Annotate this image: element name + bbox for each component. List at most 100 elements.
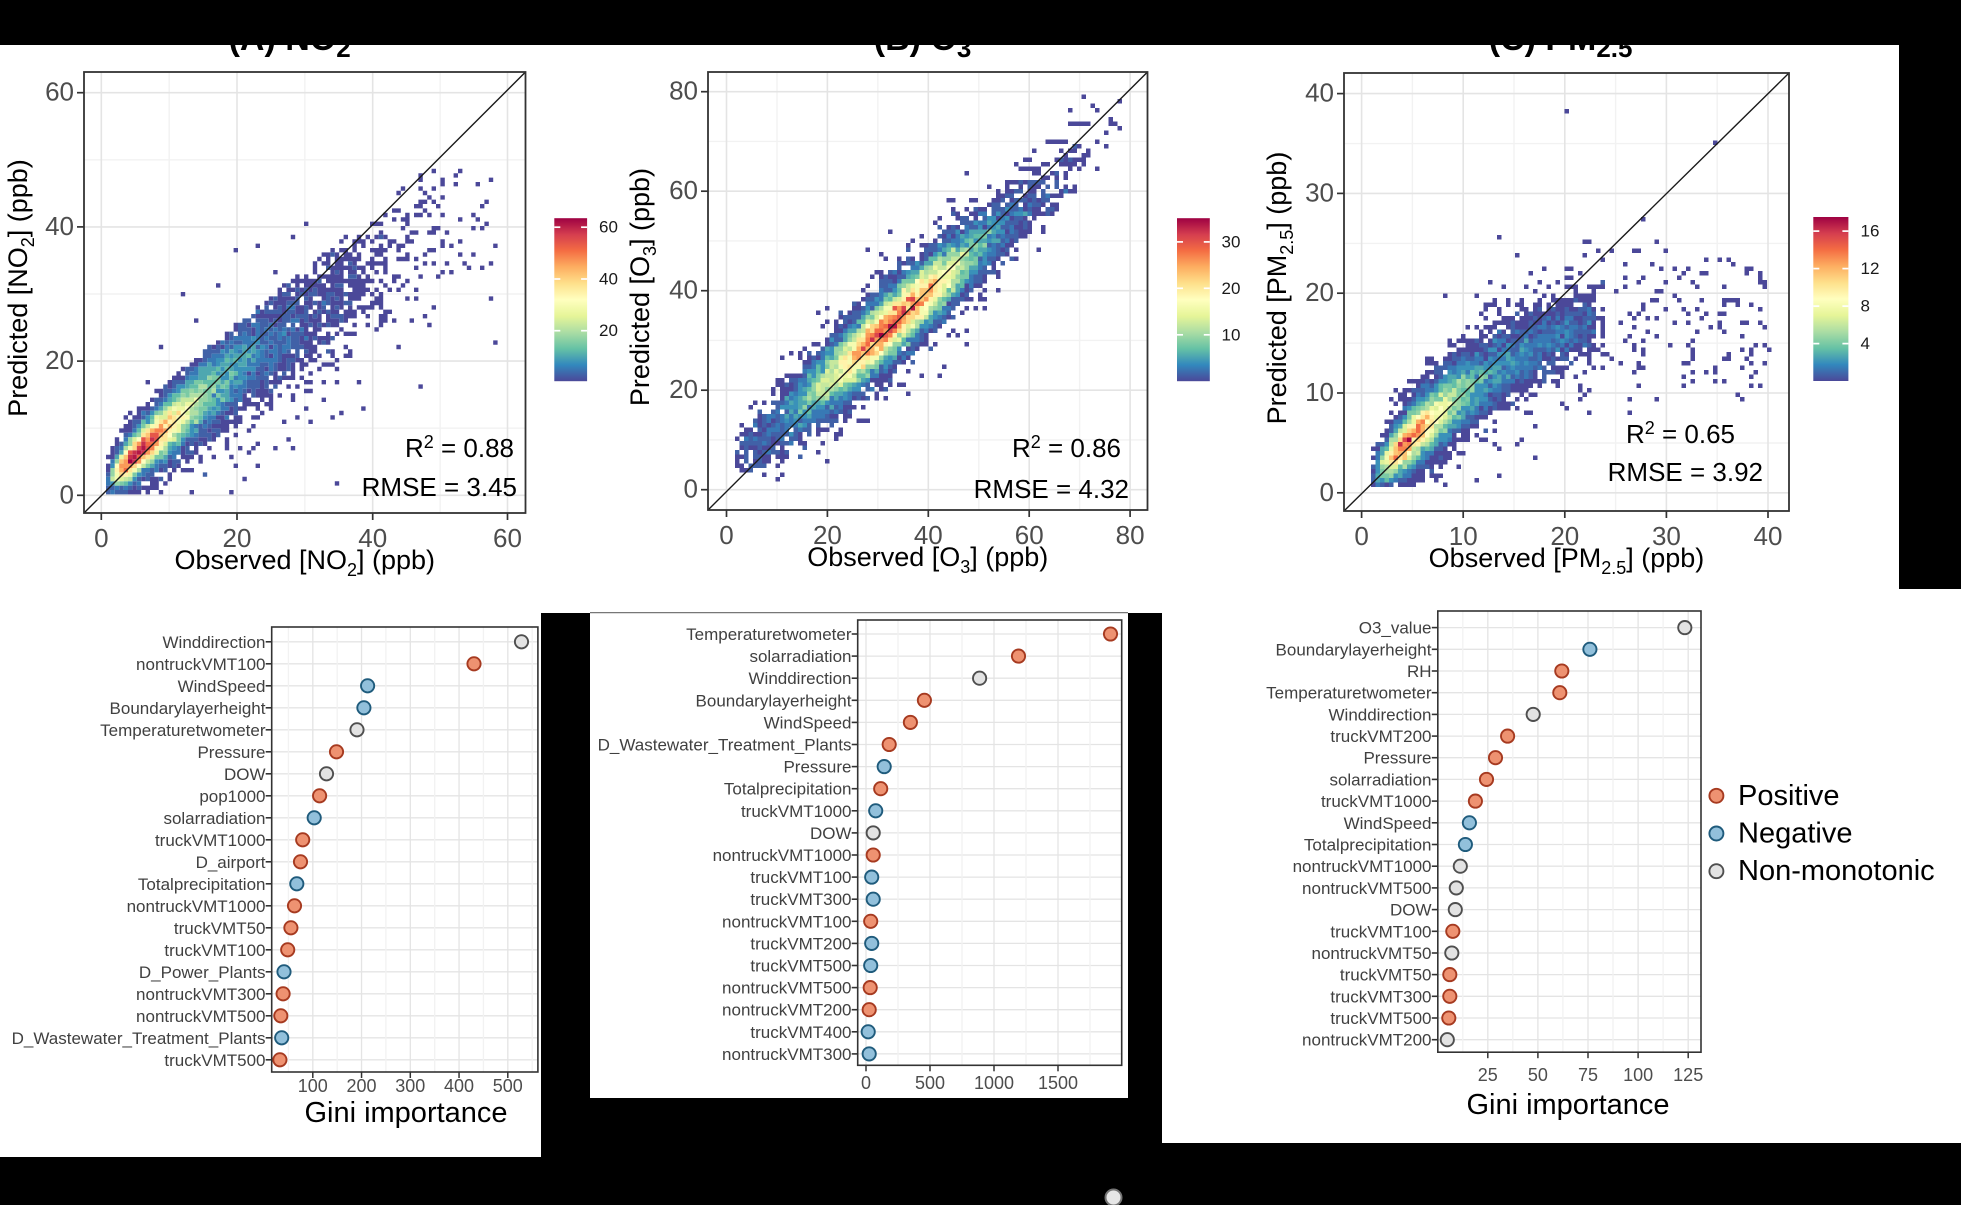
svg-text:60: 60 <box>1015 520 1044 550</box>
svg-text:60: 60 <box>669 175 698 205</box>
svg-text:truckVMT50: truckVMT50 <box>174 919 266 938</box>
svg-text:1000: 1000 <box>974 1073 1014 1093</box>
svg-text:D_Wastewater_Treatment_Plants: D_Wastewater_Treatment_Plants <box>12 1029 266 1048</box>
svg-text:200: 200 <box>347 1076 377 1096</box>
svg-text:RMSE = 4.32: RMSE = 4.32 <box>974 474 1129 504</box>
svg-text:truckVMT50: truckVMT50 <box>1340 966 1432 985</box>
svg-text:500: 500 <box>915 1073 945 1093</box>
svg-text:40: 40 <box>1754 521 1783 551</box>
svg-text:WindSpeed: WindSpeed <box>1344 814 1432 833</box>
svg-text:nontruckVMT1000: nontruckVMT1000 <box>1293 857 1432 876</box>
svg-text:20: 20 <box>599 321 618 340</box>
svg-text:300: 300 <box>395 1076 425 1096</box>
svg-text:truckVMT100: truckVMT100 <box>164 941 265 960</box>
svg-text:20: 20 <box>223 523 252 553</box>
svg-text:400: 400 <box>444 1076 474 1096</box>
svg-text:WindSpeed: WindSpeed <box>764 713 852 732</box>
svg-text:500: 500 <box>493 1076 523 1096</box>
svg-text:truckVMT100: truckVMT100 <box>750 868 851 887</box>
svg-text:Observed [PM2.5] (ppb): Observed [PM2.5] (ppb) <box>1429 543 1705 578</box>
svg-text:10: 10 <box>1305 377 1334 407</box>
svg-text:20: 20 <box>45 345 74 375</box>
svg-text:Boundarylayerheight: Boundarylayerheight <box>1276 640 1432 659</box>
svg-text:20: 20 <box>1305 277 1334 307</box>
svg-text:D_airport: D_airport <box>196 853 266 872</box>
svg-text:truckVMT400: truckVMT400 <box>750 1023 851 1042</box>
svg-text:Negative: Negative <box>1738 818 1852 850</box>
svg-text:0: 0 <box>1354 521 1368 551</box>
svg-text:Predicted [NO2] (ppb): Predicted [NO2] (ppb) <box>3 159 38 417</box>
svg-text:D_Wastewater_Treatment_Plants: D_Wastewater_Treatment_Plants <box>598 736 852 755</box>
svg-text:nontruckVMT500: nontruckVMT500 <box>136 1007 265 1026</box>
svg-text:nontruckVMT200: nontruckVMT200 <box>722 1001 851 1020</box>
svg-text:1500: 1500 <box>1038 1073 1078 1093</box>
svg-text:nontruckVMT200: nontruckVMT200 <box>1302 1031 1431 1050</box>
svg-text:50: 50 <box>1528 1065 1548 1085</box>
svg-text:0: 0 <box>94 523 108 553</box>
svg-text:RMSE = 3.92: RMSE = 3.92 <box>1608 457 1763 487</box>
svg-text:Pressure: Pressure <box>1363 749 1431 768</box>
svg-text:truckVMT500: truckVMT500 <box>750 957 851 976</box>
svg-text:DOW: DOW <box>810 824 852 843</box>
svg-text:0: 0 <box>684 474 698 504</box>
svg-text:20: 20 <box>813 520 842 550</box>
svg-text:40: 40 <box>1305 78 1334 108</box>
svg-text:40: 40 <box>914 520 943 550</box>
svg-text:40: 40 <box>45 211 74 241</box>
svg-text:Temperaturetwometer: Temperaturetwometer <box>100 721 266 740</box>
svg-text:60: 60 <box>493 523 522 553</box>
svg-text:nontruckVMT300: nontruckVMT300 <box>136 985 265 1004</box>
svg-text:40: 40 <box>599 270 618 289</box>
svg-text:80: 80 <box>1116 520 1145 550</box>
svg-text:0: 0 <box>1320 477 1334 507</box>
svg-text:truckVMT1000: truckVMT1000 <box>155 831 266 850</box>
svg-text:40: 40 <box>358 523 387 553</box>
svg-text:truckVMT200: truckVMT200 <box>750 934 851 953</box>
svg-text:30: 30 <box>1652 521 1681 551</box>
svg-text:truckVMT300: truckVMT300 <box>1330 987 1431 1006</box>
svg-text:80: 80 <box>669 76 698 106</box>
svg-text:truckVMT300: truckVMT300 <box>750 890 851 909</box>
svg-text:D_Power_Plants: D_Power_Plants <box>139 963 266 982</box>
svg-text:R2 = 0.65: R2 = 0.65 <box>1626 418 1735 449</box>
svg-text:truckVMT1000: truckVMT1000 <box>741 802 852 821</box>
svg-text:nontruckVMT300: nontruckVMT300 <box>722 1045 851 1064</box>
svg-text:8: 8 <box>1861 297 1870 316</box>
svg-text:Winddirection: Winddirection <box>1329 705 1432 724</box>
svg-text:R2 = 0.86: R2 = 0.86 <box>1012 432 1121 463</box>
svg-text:10: 10 <box>1222 325 1241 344</box>
svg-text:nontruckVMT500: nontruckVMT500 <box>1302 879 1431 898</box>
svg-text:pop1000: pop1000 <box>199 787 265 806</box>
svg-text:Totalprecipitation: Totalprecipitation <box>1304 836 1432 855</box>
svg-text:4: 4 <box>1861 334 1870 353</box>
svg-text:WindSpeed: WindSpeed <box>178 677 266 696</box>
svg-text:60: 60 <box>45 77 74 107</box>
svg-text:125: 125 <box>1673 1065 1703 1085</box>
svg-text:truckVMT200: truckVMT200 <box>1330 727 1431 746</box>
svg-text:0: 0 <box>60 479 74 509</box>
svg-text:solarradiation: solarradiation <box>163 809 265 828</box>
svg-text:nontruckVMT100: nontruckVMT100 <box>136 655 265 674</box>
svg-text:20: 20 <box>1222 279 1241 298</box>
svg-text:Positive: Positive <box>1738 780 1840 812</box>
svg-text:Gini importance: Gini importance <box>304 1097 507 1129</box>
svg-text:0: 0 <box>719 520 733 550</box>
svg-text:100: 100 <box>1623 1065 1653 1085</box>
svg-text:Gini importance: Gini importance <box>1466 1089 1669 1121</box>
svg-text:Totalprecipitation: Totalprecipitation <box>724 780 852 799</box>
svg-text:Totalprecipitation: Totalprecipitation <box>138 875 266 894</box>
svg-text:Pressure: Pressure <box>783 758 851 777</box>
svg-text:Temperaturetwometer: Temperaturetwometer <box>1266 684 1432 703</box>
svg-text:Pressure: Pressure <box>197 743 265 762</box>
svg-text:100: 100 <box>298 1076 328 1096</box>
svg-text:Predicted [O3] (ppb): Predicted [O3] (ppb) <box>625 168 660 406</box>
svg-text:truckVMT1000: truckVMT1000 <box>1321 792 1432 811</box>
svg-text:Boundarylayerheight: Boundarylayerheight <box>696 691 852 710</box>
svg-text:truckVMT500: truckVMT500 <box>164 1051 265 1070</box>
svg-text:20: 20 <box>669 374 698 404</box>
svg-text:nontruckVMT500: nontruckVMT500 <box>722 979 851 998</box>
svg-text:nontruckVMT100: nontruckVMT100 <box>722 912 851 931</box>
svg-text:Non-monotonic: Non-monotonic <box>1738 855 1935 887</box>
svg-text:10: 10 <box>1449 521 1478 551</box>
svg-text:40: 40 <box>669 275 698 305</box>
